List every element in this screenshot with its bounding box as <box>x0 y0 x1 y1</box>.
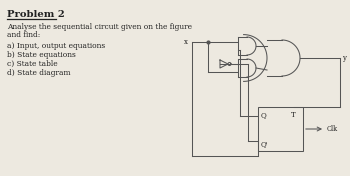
Text: T: T <box>291 111 296 119</box>
Text: Q': Q' <box>261 140 269 148</box>
Text: y: y <box>342 54 346 62</box>
Text: and find:: and find: <box>7 31 40 39</box>
Text: Clk: Clk <box>327 125 338 133</box>
Text: c) State table: c) State table <box>7 60 58 68</box>
Text: Q: Q <box>261 111 267 119</box>
Text: Problem 2: Problem 2 <box>7 10 65 19</box>
Text: a) Input, output equations: a) Input, output equations <box>7 42 105 50</box>
Text: b) State equations: b) State equations <box>7 51 76 59</box>
Text: x: x <box>184 38 188 46</box>
Text: d) State diagram: d) State diagram <box>7 69 71 77</box>
Text: Analyse the sequential circuit given on the figure: Analyse the sequential circuit given on … <box>7 23 192 31</box>
Bar <box>258 107 303 151</box>
